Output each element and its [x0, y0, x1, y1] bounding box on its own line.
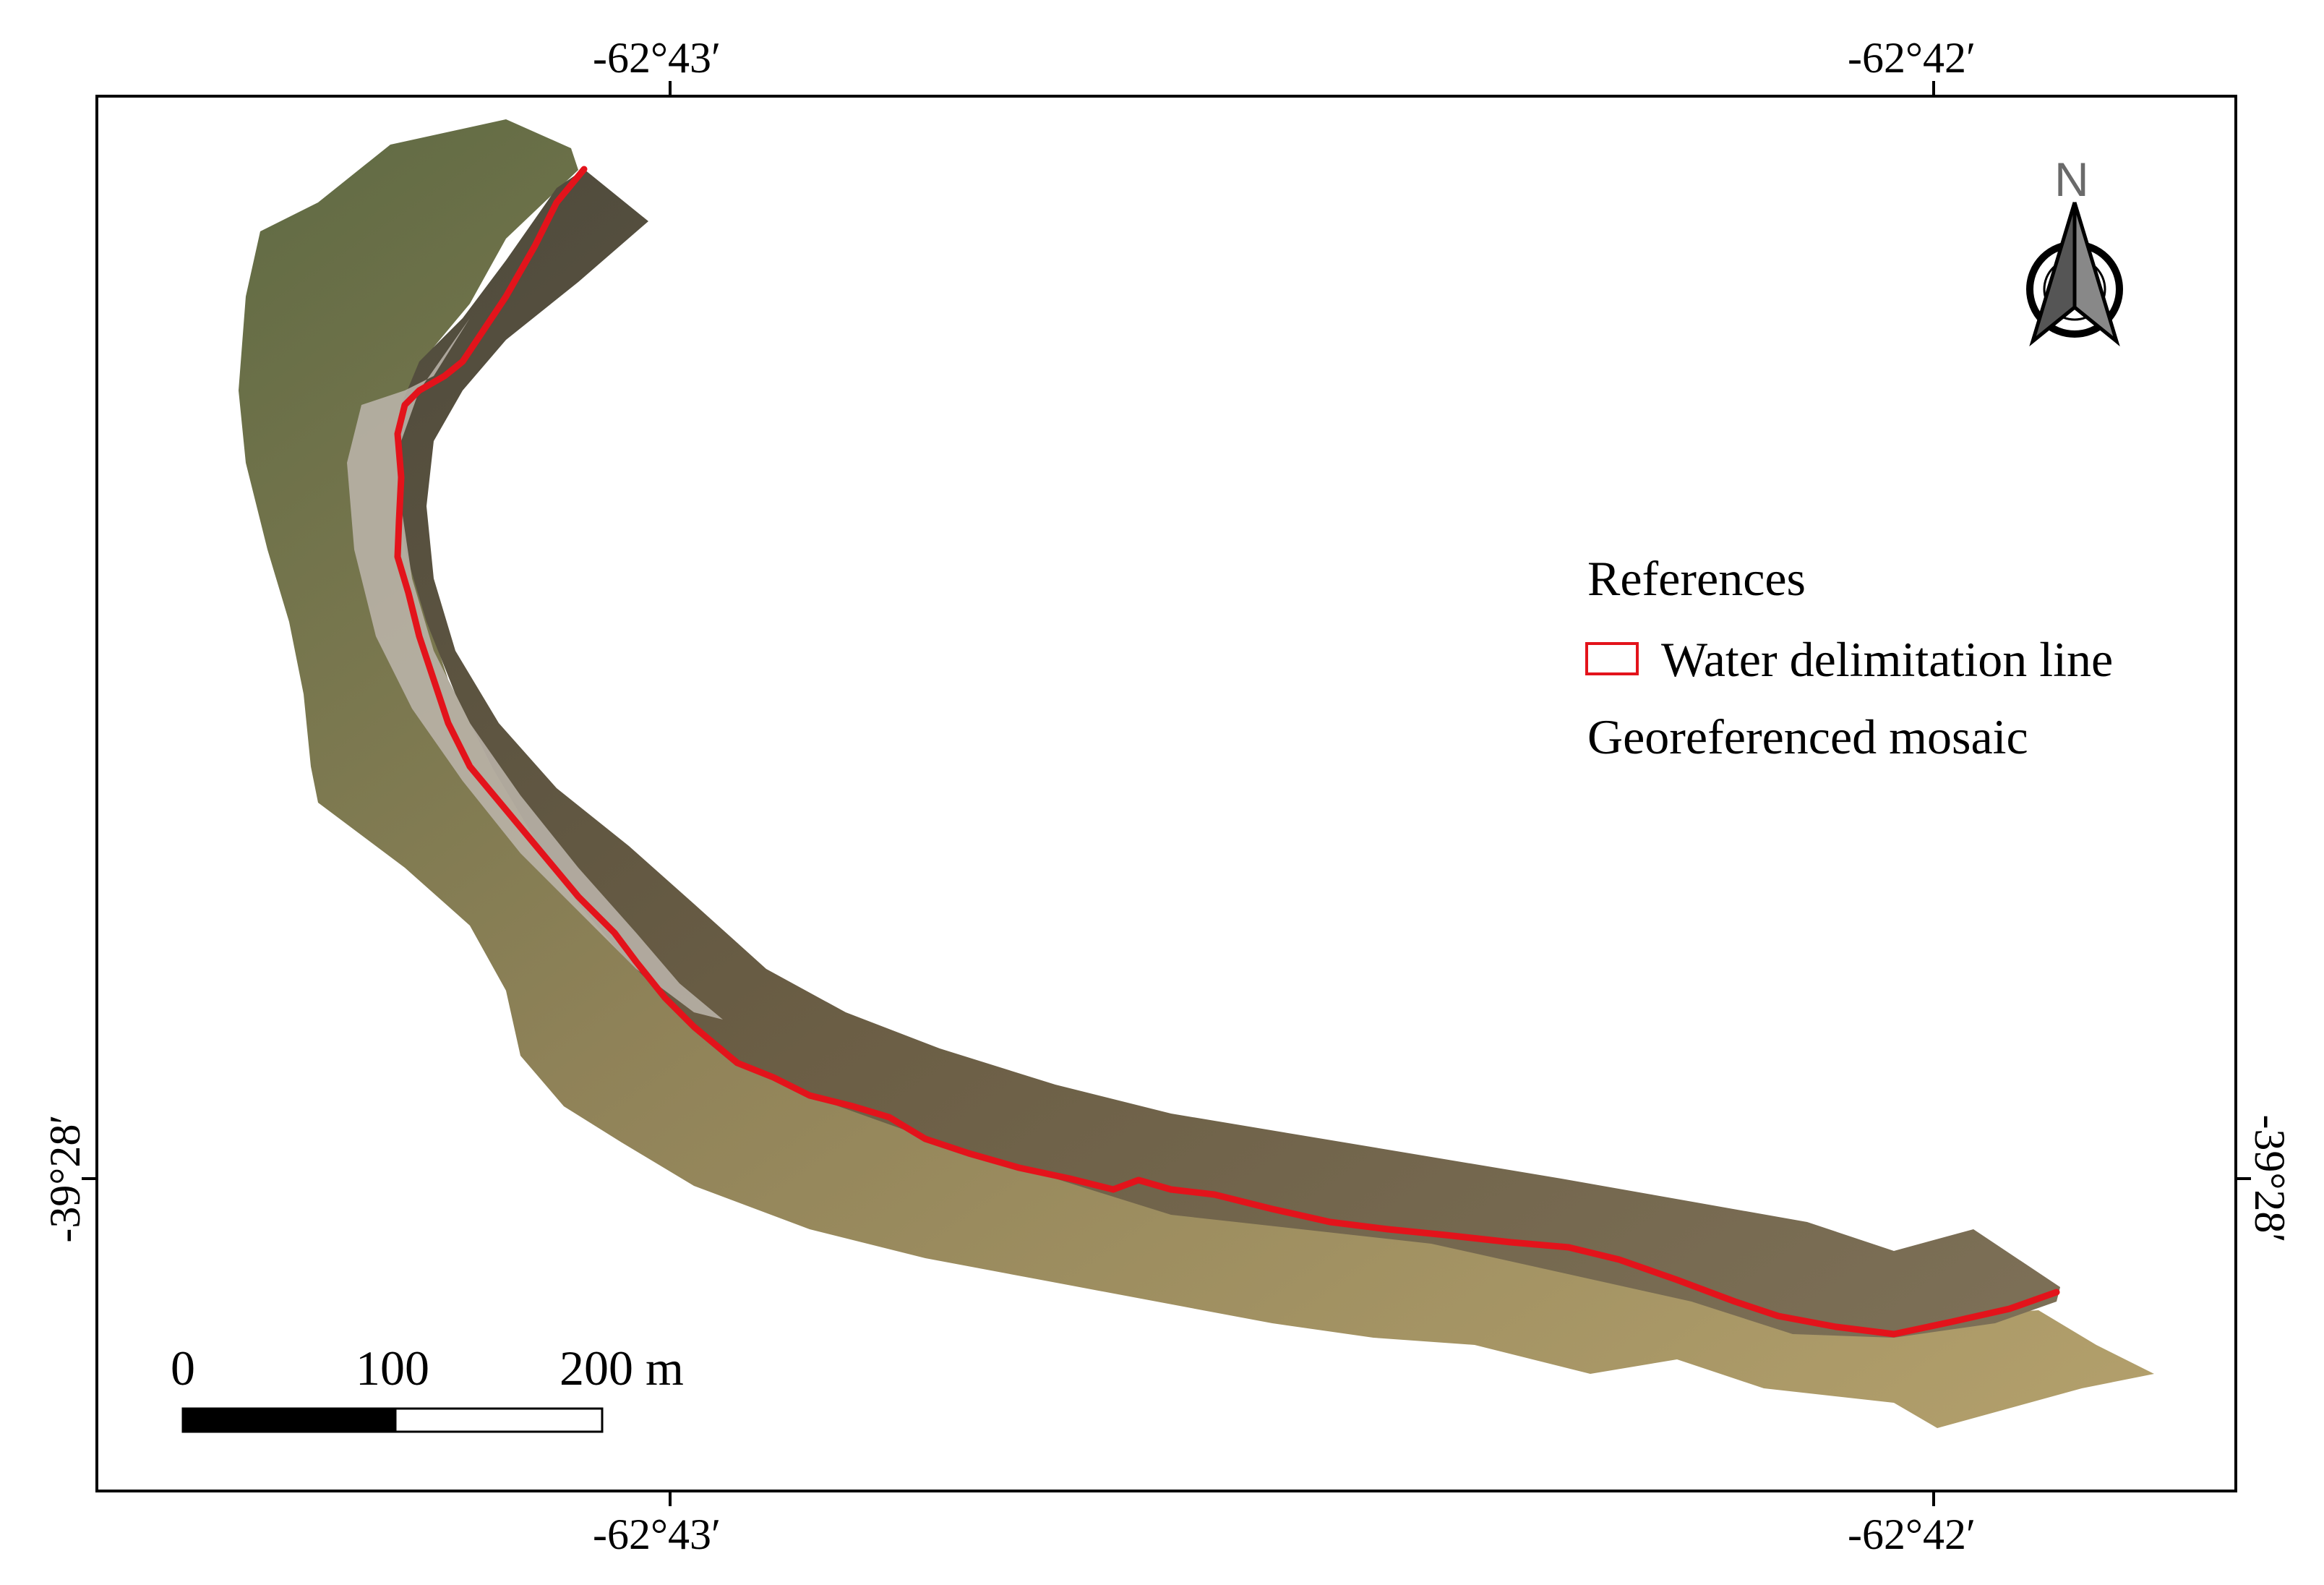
mosaic-land	[239, 119, 2154, 1428]
legend-item-water-line: Water delimitation line	[1661, 632, 2114, 687]
mosaic-beach	[347, 318, 723, 1020]
top-longitude-label-1: -62°43′	[593, 34, 721, 82]
north-arrow-label: N	[2054, 153, 2089, 206]
mosaic-water	[398, 169, 2060, 1338]
bottom-longitude-label-2: -62°42′	[1848, 1511, 1976, 1558]
water-delimitation-line	[394, 166, 2060, 1338]
scale-label-100: 100	[356, 1341, 429, 1396]
scale-bar-white-segment	[394, 1407, 604, 1433]
scale-label-0: 0	[171, 1341, 195, 1396]
bottom-longitude-label-1: -62°43′	[593, 1511, 721, 1558]
legend-title: References	[1587, 551, 1806, 606]
legend-water-line-swatch	[1585, 642, 1639, 675]
scale-bar	[181, 1407, 604, 1433]
north-arrow-icon	[2026, 202, 2123, 347]
top-longitude-label-2: -62°42′	[1848, 34, 1976, 82]
legend-item-mosaic: Georeferenced mosaic	[1587, 709, 2028, 764]
scale-label-200: 200 m	[559, 1341, 684, 1396]
graticule-ticks	[82, 81, 2251, 1506]
scale-bar-black-segment	[181, 1407, 397, 1433]
north-arrow: N	[2010, 152, 2140, 347]
map-frame	[95, 95, 2237, 1492]
